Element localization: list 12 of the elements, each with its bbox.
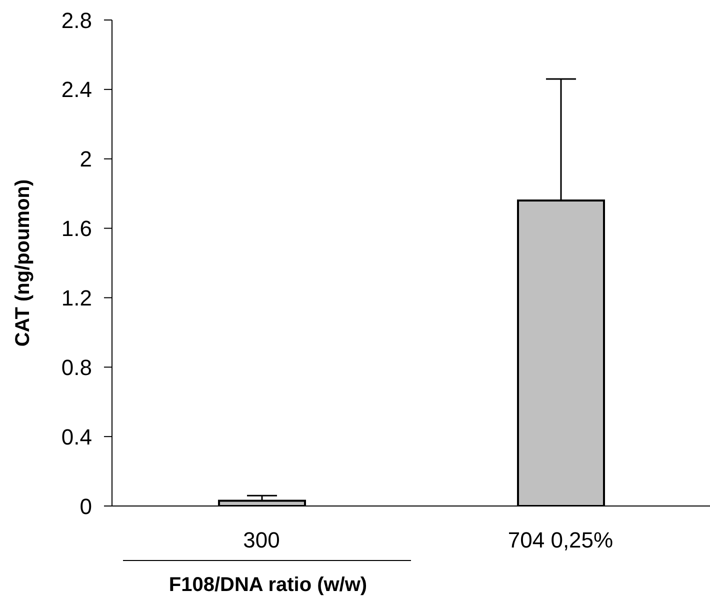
y-axis-title: CAT (ng/poumon) <box>12 179 34 347</box>
y-tick-label: 0.8 <box>61 354 92 380</box>
y-tick-label: 1.6 <box>61 216 92 242</box>
y-tick-label: 2.8 <box>61 8 92 33</box>
x-tick-label: 300 <box>243 528 280 553</box>
y-tick-label: 0 <box>80 494 92 519</box>
y-tick-label: 2.4 <box>61 77 92 102</box>
x-axis-title: F108/DNA ratio (w/w) <box>168 574 368 597</box>
y-tick-label: 2 <box>80 146 92 172</box>
x-tick-label: 704 0,25% <box>508 528 614 553</box>
y-tick-label: 0.4 <box>61 424 92 450</box>
y-tick-label: 1.2 <box>61 286 92 311</box>
